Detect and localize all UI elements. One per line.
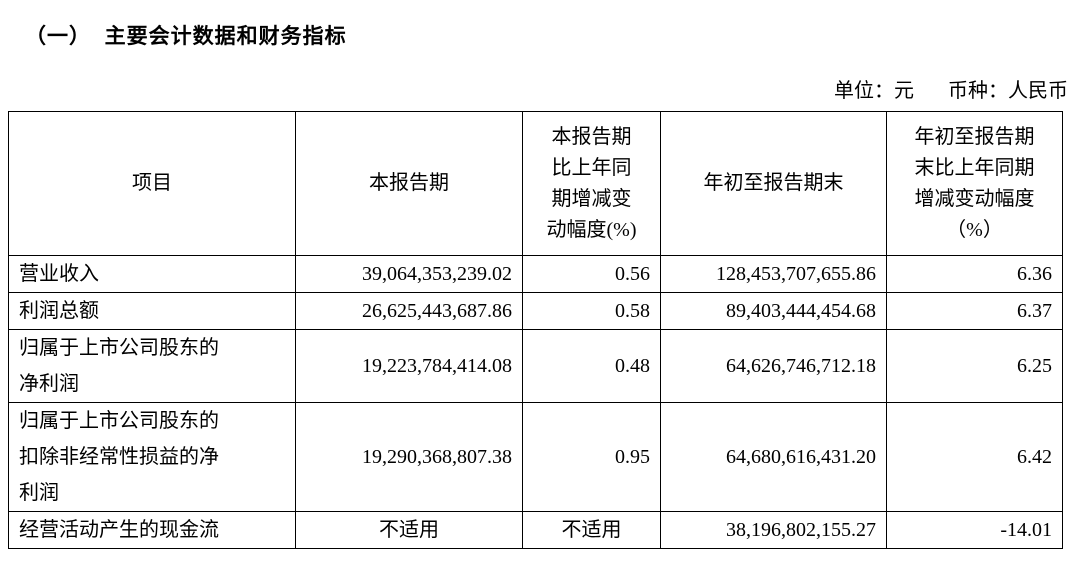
col-header-item: 项目 — [8, 111, 296, 256]
section-title: （一） 主要会计数据和财务指标 — [25, 25, 347, 48]
cell-current-period: 39,064,353,239.02 — [295, 255, 523, 293]
cell-ytd-change: -14.01 — [886, 511, 1063, 549]
cell-item: 利润总额 — [8, 292, 296, 330]
table-row: 归属于上市公司股东的 净利润 19,223,784,414.08 0.48 64… — [8, 329, 1063, 403]
cell-current-change: 0.48 — [522, 329, 661, 403]
cell-current-period: 26,625,443,687.86 — [295, 292, 523, 330]
table-row: 利润总额 26,625,443,687.86 0.58 89,403,444,4… — [8, 292, 1063, 330]
cell-ytd: 128,453,707,655.86 — [660, 255, 887, 293]
cell-item: 归属于上市公司股东的 净利润 — [8, 329, 296, 403]
financial-indicators-table: 项目 本报告期 本报告期 比上年同 期增减变 动幅度(%) 年初至报告期末 年初… — [8, 111, 1063, 549]
cell-ytd-change: 6.25 — [886, 329, 1063, 403]
cell-current-period: 19,223,784,414.08 — [295, 329, 523, 403]
cell-current-period: 19,290,368,807.38 — [295, 402, 523, 512]
table-row: 归属于上市公司股东的 扣除非经常性损益的净 利润 19,290,368,807.… — [8, 402, 1063, 512]
cell-current-change: 不适用 — [522, 511, 661, 549]
cell-ytd-change: 6.37 — [886, 292, 1063, 330]
cell-current-change: 0.58 — [522, 292, 661, 330]
cell-ytd: 38,196,802,155.27 — [660, 511, 887, 549]
table-row: 经营活动产生的现金流 不适用 不适用 38,196,802,155.27 -14… — [8, 511, 1063, 549]
table-body: 营业收入 39,064,353,239.02 0.56 128,453,707,… — [8, 255, 1063, 549]
col-header-current-change: 本报告期 比上年同 期增减变 动幅度(%) — [522, 111, 661, 256]
cell-current-period: 不适用 — [295, 511, 523, 549]
cell-ytd: 64,626,746,712.18 — [660, 329, 887, 403]
cell-ytd-change: 6.36 — [886, 255, 1063, 293]
cell-ytd: 64,680,616,431.20 — [660, 402, 887, 512]
table-row: 营业收入 39,064,353,239.02 0.56 128,453,707,… — [8, 255, 1063, 293]
unit-label: 单位：元 — [834, 80, 914, 102]
table-header: 项目 本报告期 本报告期 比上年同 期增减变 动幅度(%) 年初至报告期末 年初… — [8, 111, 1063, 256]
col-header-ytd: 年初至报告期末 — [660, 111, 887, 256]
col-header-ytd-change: 年初至报告期 末比上年同期 增减变动幅度 （%） — [886, 111, 1063, 256]
cell-current-change: 0.56 — [522, 255, 661, 293]
cell-ytd: 89,403,444,454.68 — [660, 292, 887, 330]
cell-item: 归属于上市公司股东的 扣除非经常性损益的净 利润 — [8, 402, 296, 512]
currency-label: 币种：人民币 — [948, 80, 1068, 102]
cell-item: 营业收入 — [8, 255, 296, 293]
cell-item: 经营活动产生的现金流 — [8, 511, 296, 549]
col-header-current-period: 本报告期 — [295, 111, 523, 256]
unit-currency-note: 单位：元 币种：人民币 — [0, 74, 1068, 103]
cell-ytd-change: 6.42 — [886, 402, 1063, 512]
cell-current-change: 0.95 — [522, 402, 661, 512]
header-row: 项目 本报告期 本报告期 比上年同 期增减变 动幅度(%) 年初至报告期末 年初… — [8, 111, 1063, 256]
